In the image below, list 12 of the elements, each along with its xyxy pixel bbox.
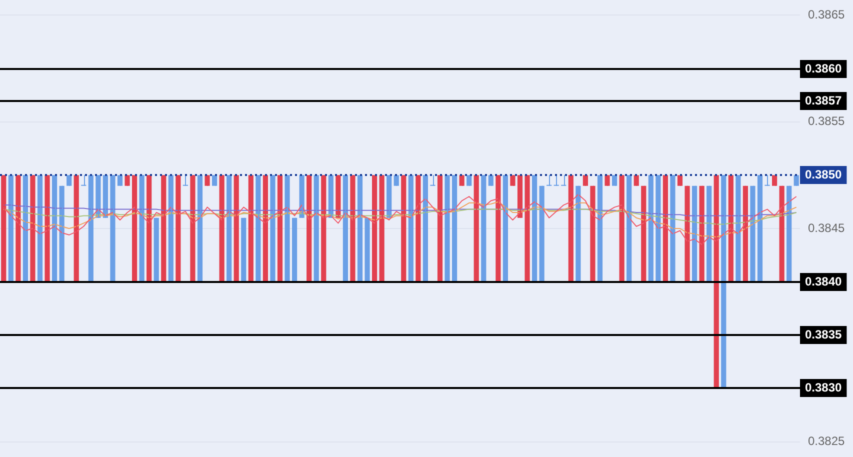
y-tick-label: 0.3845 [808,220,846,235]
ref-line-label: 0.3850 [805,167,842,182]
y-tick-label: 0.3865 [808,8,846,22]
ref-line-label: 0.3840 [805,274,842,288]
ref-line-label: 0.3857 [805,93,842,108]
ref-line-label: 0.3830 [805,380,842,394]
y-tick-label: 0.3855 [808,114,846,128]
y-tick-label: 0.3825 [808,434,846,448]
ref-line-label: 0.3835 [805,327,842,342]
candlestick [764,174,770,186]
ref-line-label: 0.3860 [805,61,842,76]
candlestick [430,174,436,186]
